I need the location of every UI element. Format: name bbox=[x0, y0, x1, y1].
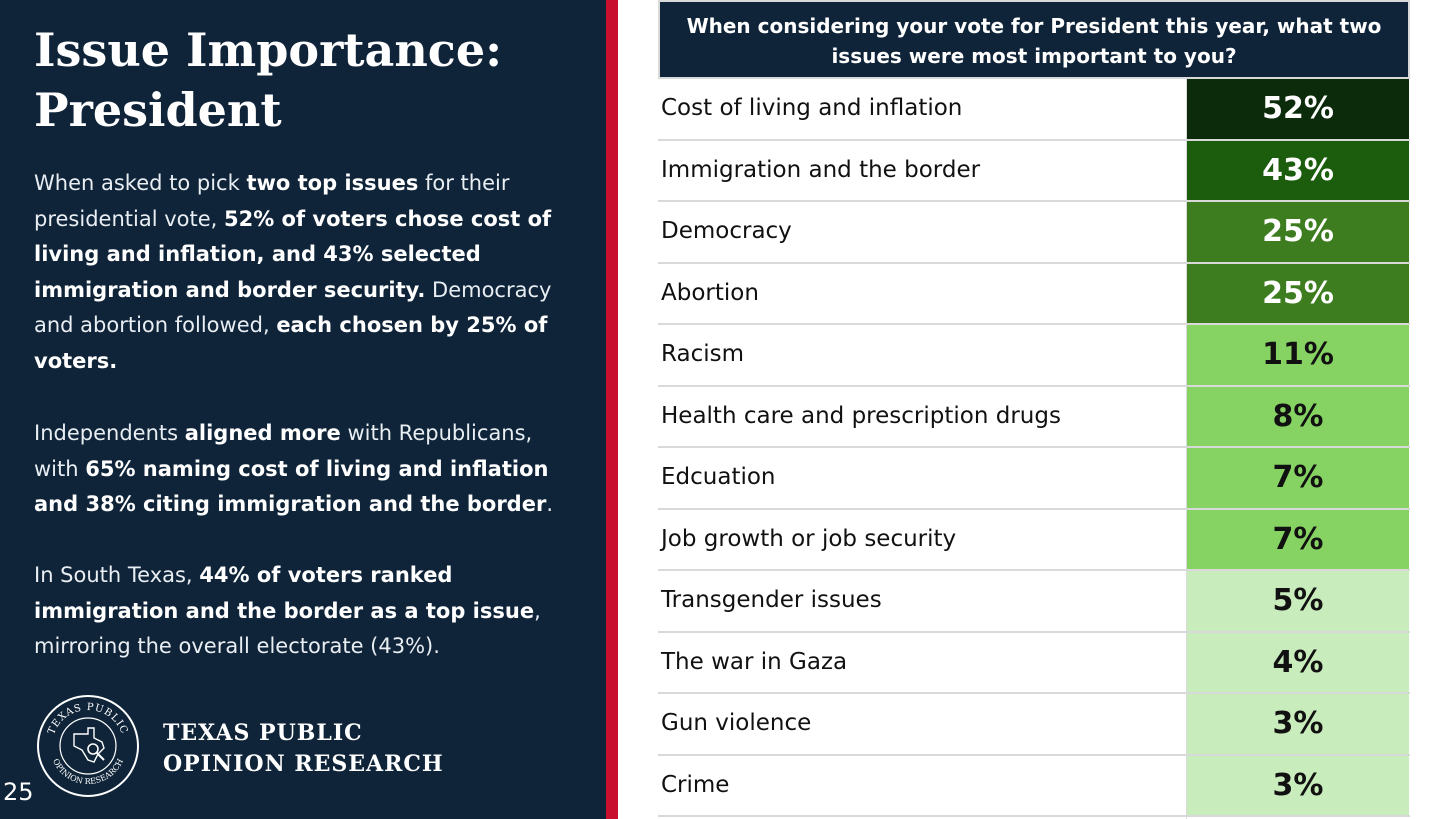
percent-cell: 52% bbox=[1187, 79, 1409, 139]
percent-cell: 8% bbox=[1187, 386, 1409, 446]
table-row: Abortion 25% bbox=[658, 263, 1410, 325]
issue-label: Transgender issues bbox=[661, 587, 882, 613]
body-text: for their presidential vote, bbox=[34, 171, 510, 231]
summary-paragraph: When asked to pick two top issues for th… bbox=[34, 166, 574, 379]
issue-label: Job growth or job security bbox=[661, 525, 957, 552]
emphasis-text: 44% of voters ranked immigration and the… bbox=[34, 563, 535, 623]
emphasis-text: aligned more bbox=[184, 421, 341, 445]
issue-label: Racism bbox=[661, 341, 744, 367]
body-text: In South Texas, bbox=[34, 563, 200, 587]
emphasis-text: 65% naming cost of living and inflation … bbox=[34, 456, 549, 517]
tpor-seal-logo: TEXAS PUBLIC OPINION RESEARCH bbox=[37, 695, 139, 797]
body-text: , mirroring the overall electorate (43%)… bbox=[34, 598, 541, 659]
body-text: with Republicans, with bbox=[34, 421, 533, 481]
percent-cell: 11% bbox=[1187, 325, 1409, 385]
percent-cell: 3% bbox=[1187, 694, 1409, 754]
slide-title: Issue Importance: President bbox=[34, 20, 594, 140]
south-texas-paragraph: In South Texas, 44% of voters ranked imm… bbox=[34, 558, 574, 665]
table-row: Gun violence 3% bbox=[658, 694, 1410, 756]
issue-label: Immigration and the border bbox=[661, 156, 981, 183]
independents-paragraph: Independents aligned more with Republica… bbox=[34, 416, 574, 523]
left-panel: Issue Importance: President When asked t… bbox=[0, 0, 606, 819]
table-row: Crime 3% bbox=[658, 755, 1410, 817]
org-line-1: TEXAS PUBLIC bbox=[163, 720, 363, 746]
percent-cell: 7% bbox=[1187, 509, 1409, 569]
percent-cell: 7% bbox=[1187, 448, 1409, 508]
percent-cell: 43% bbox=[1187, 140, 1409, 200]
body-text: Democracy and abortion followed, bbox=[34, 277, 552, 338]
percent-cell: 5% bbox=[1187, 571, 1409, 631]
issues-table: When considering your vote for President… bbox=[658, 0, 1410, 819]
table-row: Health care and prescription drugs 8% bbox=[658, 386, 1410, 448]
issue-label: Edcuation bbox=[661, 464, 776, 490]
table-row: Democracy 25% bbox=[658, 202, 1410, 264]
percent-cell: 25% bbox=[1187, 263, 1409, 323]
table-body: Cost of living and inflation 52% Immigrati… bbox=[658, 79, 1410, 819]
emphasis-text: two top issues bbox=[246, 171, 419, 195]
emphasis-text: 52% of voters chose cost of living and i… bbox=[34, 206, 552, 302]
body-text: . bbox=[546, 492, 554, 516]
percent-cell: 25% bbox=[1187, 202, 1409, 262]
emphasis-text: each chosen by 25% of voters. bbox=[34, 313, 548, 373]
table-row: Job growth or job security 7% bbox=[658, 509, 1410, 571]
table-row: Racism 11% bbox=[658, 325, 1410, 387]
red-accent-bar bbox=[606, 0, 618, 819]
issue-label: Democracy bbox=[661, 218, 792, 244]
percent-cell: 4% bbox=[1187, 632, 1409, 692]
issue-label: The war in Gaza bbox=[661, 648, 848, 675]
table-row: The war in Gaza 4% bbox=[658, 632, 1410, 694]
issue-label: Crime bbox=[661, 771, 730, 798]
table-row: Transgender issues 5% bbox=[658, 571, 1410, 633]
percent-cell: 3% bbox=[1187, 755, 1409, 815]
issue-label: Health care and prescription drugs bbox=[661, 402, 1061, 429]
title-line-2: President bbox=[34, 83, 282, 137]
body-text: When asked to pick bbox=[34, 171, 247, 195]
issue-label: Abortion bbox=[661, 279, 759, 306]
organization-name: TEXAS PUBLIC OPINION RESEARCH bbox=[163, 718, 444, 780]
issue-label: Cost of living and inflation bbox=[661, 95, 963, 121]
question-header: When considering your vote for President… bbox=[658, 0, 1410, 79]
body-text: Independents bbox=[34, 421, 185, 445]
page-number: 25 bbox=[3, 778, 34, 806]
issue-label: Gun violence bbox=[661, 710, 812, 736]
table-row: Cost of living and inflation 52% bbox=[658, 79, 1410, 141]
title-line-1: Issue Importance: bbox=[34, 23, 503, 77]
table-row: Immigration and the border 43% bbox=[658, 140, 1410, 202]
table-row: Edcuation 7% bbox=[658, 448, 1410, 510]
svg-text:OPINION RESEARCH: OPINION RESEARCH bbox=[51, 757, 125, 786]
org-line-2: OPINION RESEARCH bbox=[163, 751, 444, 777]
